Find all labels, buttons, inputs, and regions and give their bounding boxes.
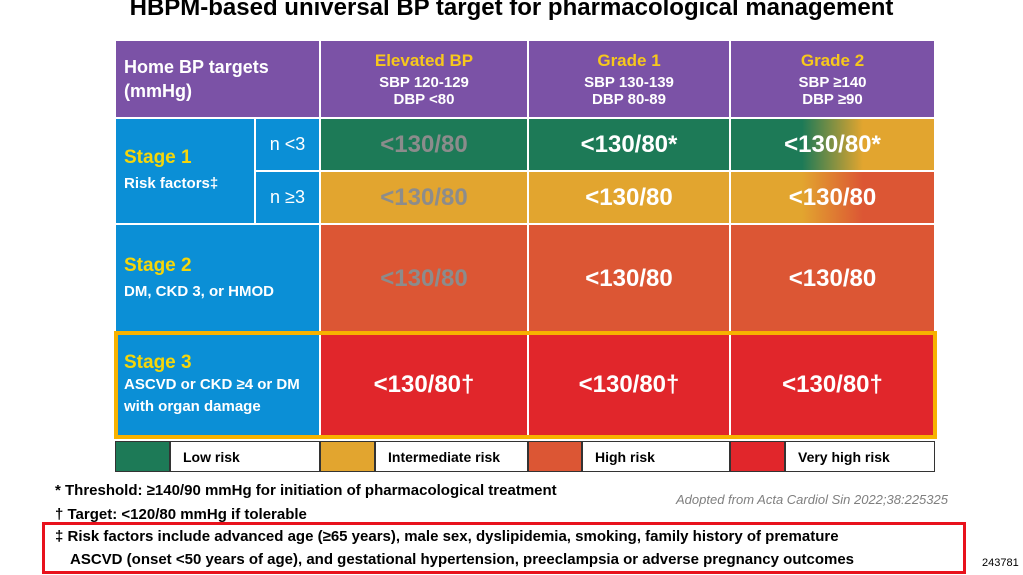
column-name: Grade 1 — [597, 50, 661, 70]
stage-description: DM, CKD 3, or HMOD — [124, 282, 274, 300]
legend-swatch — [115, 441, 170, 472]
target-cell: <130/80† — [528, 333, 730, 437]
stage-name: Stage 1 — [124, 147, 192, 168]
risk-note-box — [42, 522, 966, 574]
column-line: DBP ≥90 — [802, 90, 863, 108]
target-cell: <130/80 — [320, 171, 528, 224]
target-cell: <130/80* — [528, 118, 730, 171]
column-line: DBP <80 — [393, 90, 455, 108]
risk-note: ‡ Risk factors include advanced age (≥65… — [55, 528, 839, 545]
subrow-label: n <3 — [255, 118, 320, 171]
header-label: Home BP targets (mmHg) — [115, 40, 320, 118]
column-line: SBP 130-139 — [584, 73, 674, 91]
subrow-label: n ≥3 — [255, 171, 320, 224]
target-cell: <130/80 — [528, 171, 730, 224]
column-line: SBP 120-129 — [379, 73, 469, 91]
risk-note: ASCVD (onset <50 years of age), and gest… — [70, 551, 855, 568]
stage-description: ASCVD or CKD ≥4 or DM with organ damage — [124, 376, 300, 415]
column-name: Grade 2 — [800, 50, 865, 70]
target-cell: <130/80* — [730, 118, 935, 171]
target-cell: <130/80 — [320, 224, 528, 333]
target-cell: <130/80 — [730, 171, 935, 224]
legend-swatch — [528, 441, 582, 472]
header-cell: Grade 2 SBP ≥140 DBP ≥90 — [730, 40, 935, 118]
title: HBPM-based universal BP target for pharm… — [129, 0, 894, 21]
slide-id: 243781 — [982, 557, 1019, 569]
column-name: Elevated BP — [374, 50, 474, 70]
target-cell: <130/80 — [528, 224, 730, 333]
stage-name: Stage 3 — [124, 352, 192, 373]
legend-label: Intermediate risk — [375, 441, 528, 472]
target-cell: <130/80 — [730, 224, 935, 333]
footnote: * Threshold: ≥140/90 mmHg for initiation… — [55, 482, 557, 499]
legend-label: High risk — [582, 441, 730, 472]
stage-cell: Stage 1 Risk factors‡ — [115, 118, 255, 224]
column-line: SBP ≥140 — [798, 73, 867, 91]
header-cell: Elevated BP SBP 120-129 DBP <80 — [320, 40, 528, 118]
stage-cell: Stage 3 ASCVD or CKD ≥4 or DM with organ … — [115, 333, 320, 437]
stage-description: Risk factors‡ — [124, 175, 219, 192]
target-cell: <130/80 — [320, 118, 528, 171]
legend-label: Low risk — [170, 441, 320, 472]
stage-cell: Stage 2 DM, CKD 3, or HMOD — [115, 224, 320, 333]
highlight-frame — [114, 331, 937, 439]
legend-label: Very high risk — [785, 441, 935, 472]
legend-swatch — [320, 441, 375, 472]
target-cell: <130/80† — [730, 333, 935, 437]
legend-swatch — [730, 441, 785, 472]
column-line: DBP 80-89 — [592, 90, 666, 108]
source: Adopted from Acta Cardiol Sin 2022;38:22… — [676, 492, 948, 507]
stage-name: Stage 2 — [124, 254, 192, 276]
header-cell: Grade 1 SBP 130-139 DBP 80-89 — [528, 40, 730, 118]
footnote: † Target: <120/80 mmHg if tolerable — [55, 506, 307, 523]
